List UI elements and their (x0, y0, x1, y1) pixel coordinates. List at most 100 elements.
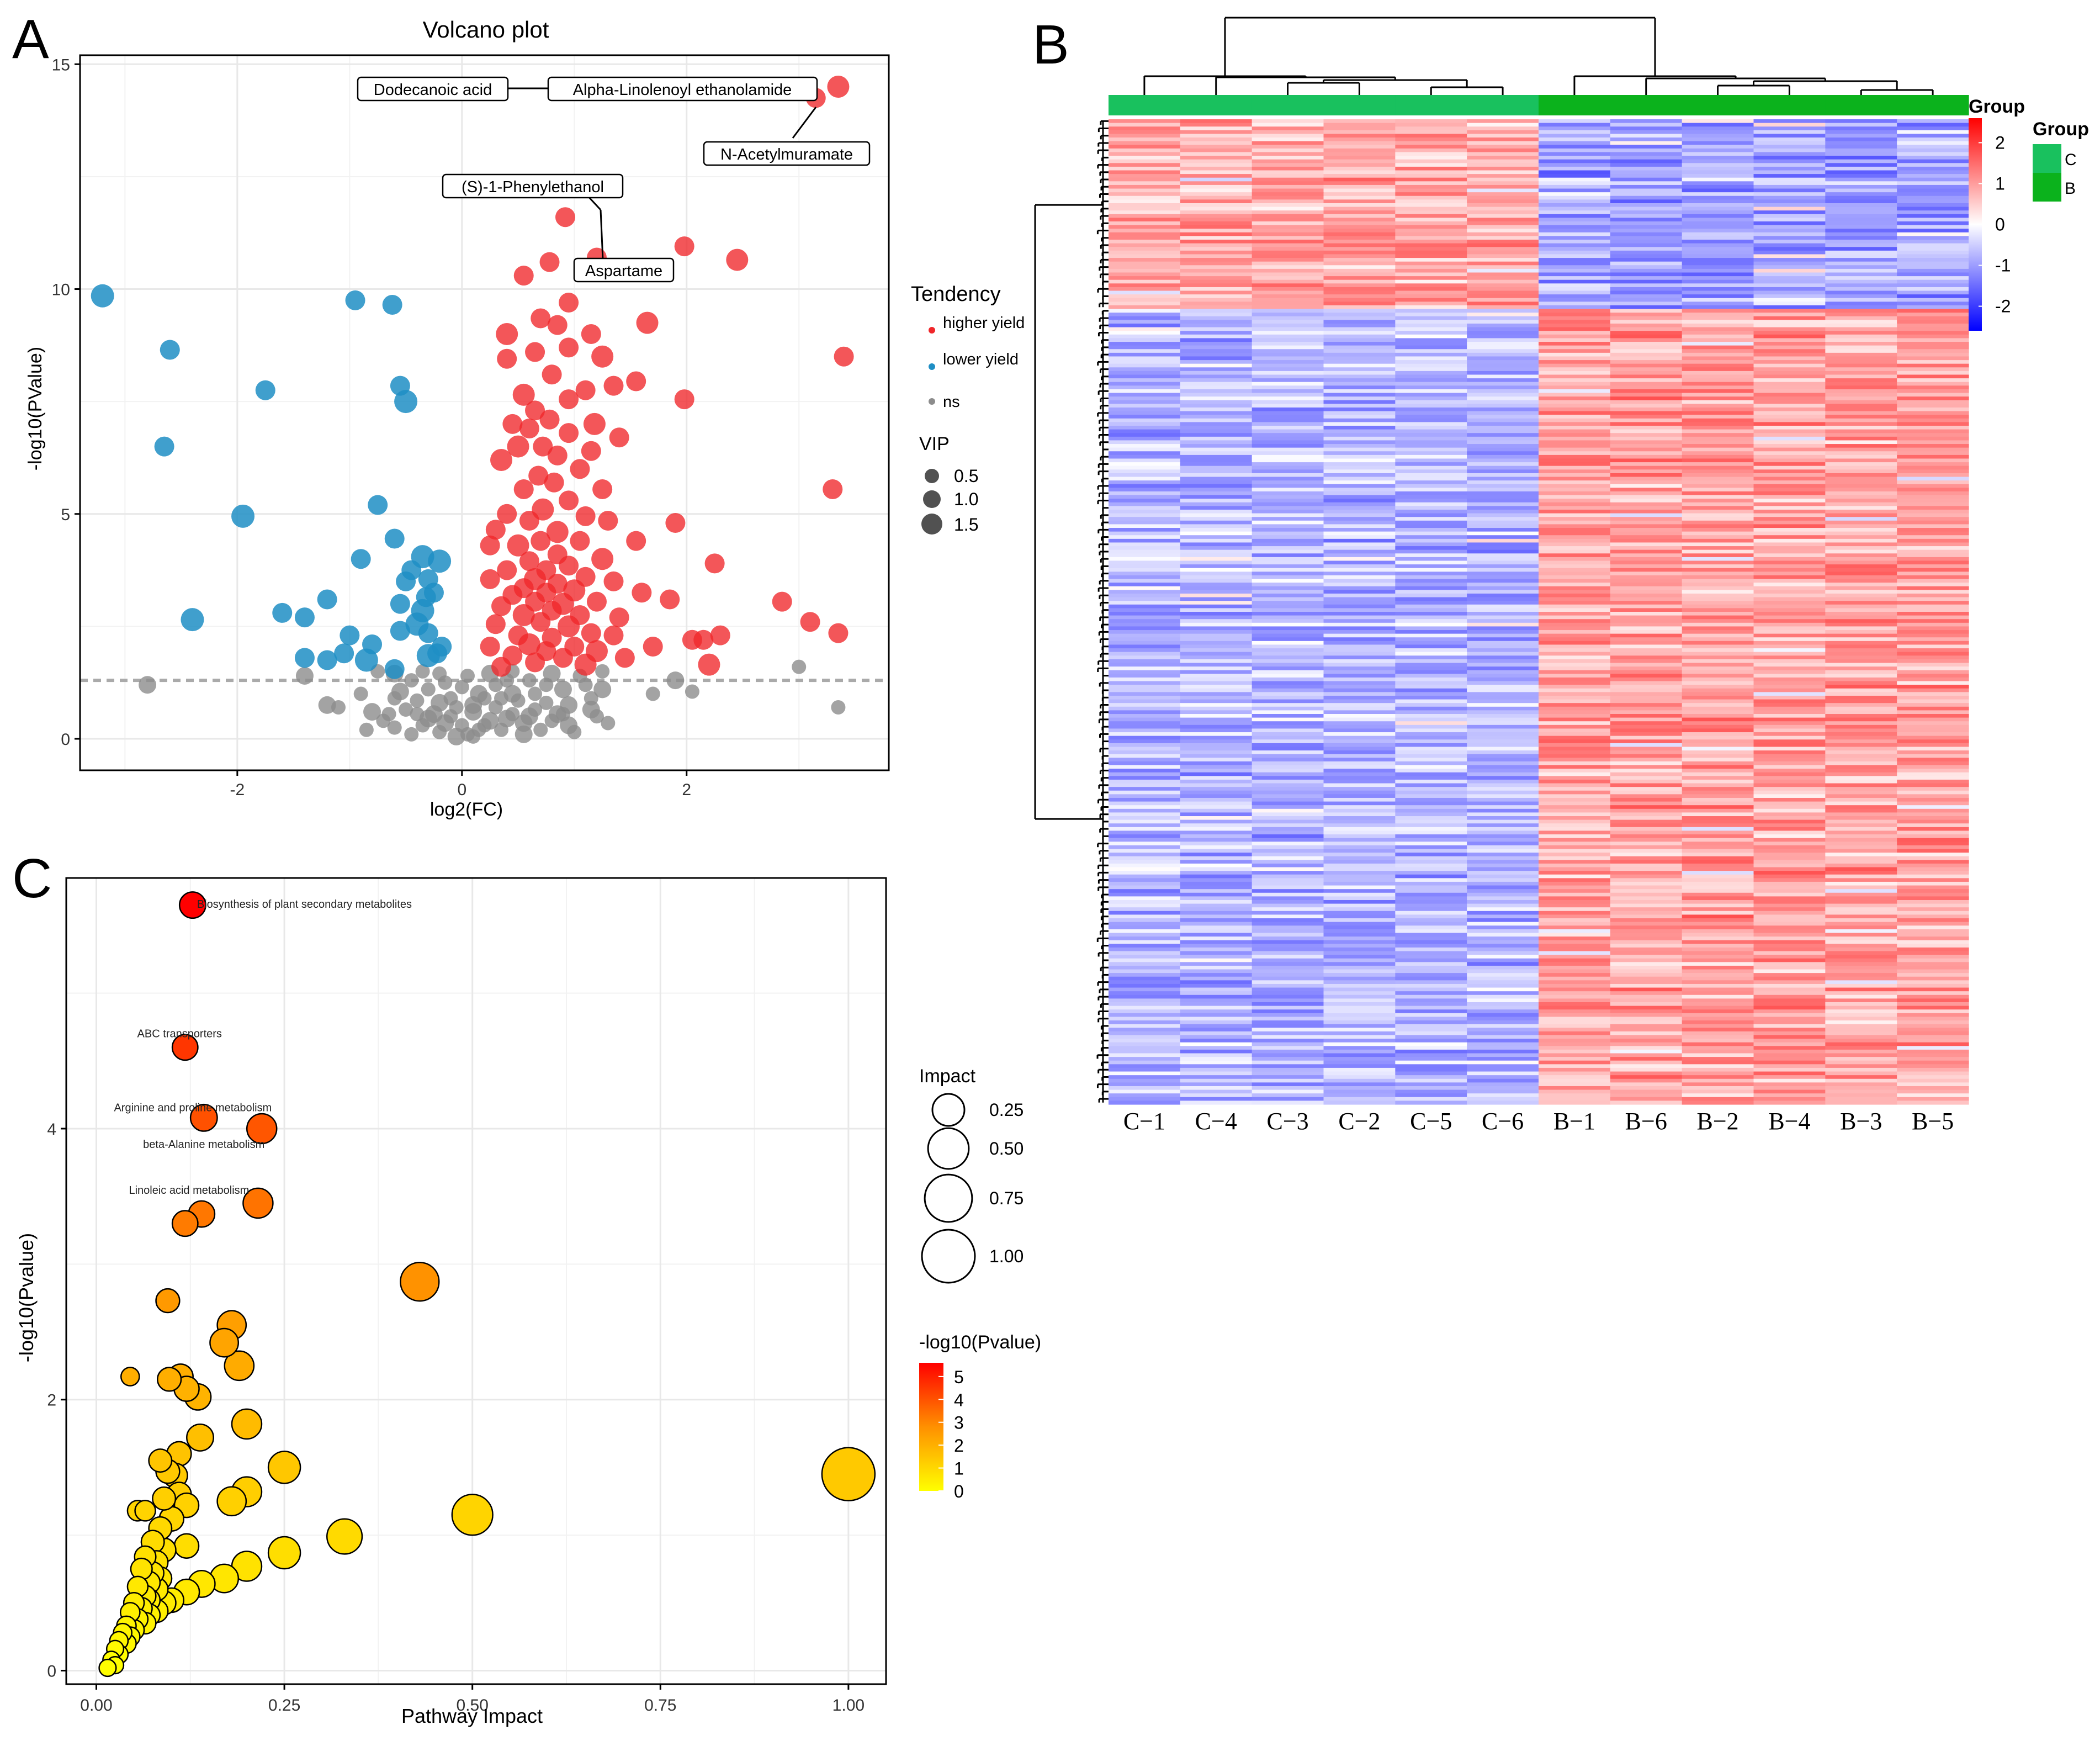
heatmap-cell (1251, 170, 1324, 174)
heatmap-cell (1539, 758, 1611, 762)
heatmap-cell (1753, 218, 1826, 222)
heatmap-cell (1610, 1086, 1683, 1091)
heatmap-cell (1682, 1089, 1754, 1094)
heatmap-cell (1682, 287, 1754, 292)
heatmap-cell (1467, 969, 1539, 973)
heatmap-cell (1753, 1049, 1826, 1054)
column-label: C−6 (1482, 1108, 1524, 1135)
heatmap-cell (1467, 203, 1539, 208)
heatmap-cell (1610, 156, 1683, 160)
heatmap-cell (1825, 174, 1897, 178)
heatmap-cell (1539, 564, 1611, 569)
heatmap-cell (1395, 973, 1467, 977)
heatmap-cell (1109, 422, 1181, 426)
heatmap-cell (1825, 732, 1897, 737)
label-box (573, 257, 675, 283)
heatmap-cell (1610, 677, 1683, 682)
heatmap-cell (1251, 601, 1324, 605)
heatmap-cell (1109, 229, 1181, 233)
heatmap-cell (1395, 765, 1467, 769)
heatmap-cell (1467, 797, 1539, 802)
heatmap-cell (1109, 787, 1181, 791)
heatmap-cell (1180, 411, 1253, 415)
heatmap-cell (1251, 947, 1324, 952)
heatmap-cell (1825, 360, 1897, 364)
heatmap-cell (1395, 758, 1467, 762)
heatmap-cell (1897, 407, 1969, 412)
heatmap-cell (1180, 583, 1253, 587)
heatmap-cell (1323, 433, 1396, 437)
heatmap-cell (1395, 166, 1467, 171)
heatmap-cell (1539, 937, 1611, 941)
heatmap-cell (1467, 1060, 1539, 1065)
heatmap-cell (1610, 268, 1683, 273)
heatmap-cell (1825, 980, 1897, 985)
heatmap-cell (1897, 1031, 1969, 1036)
heatmap-cell (1539, 549, 1611, 554)
heatmap-cell (1610, 644, 1683, 649)
heatmap-cell (1395, 805, 1467, 809)
heatmap-cell (1753, 444, 1826, 448)
heatmap-cell (1610, 1057, 1683, 1061)
heatmap-cell (1180, 987, 1253, 992)
heatmap-cell (1323, 247, 1396, 251)
heatmap-cell (1467, 163, 1539, 167)
legend-lower-dot (929, 363, 935, 370)
heatmap-cell (1682, 685, 1754, 689)
heatmap-cell (1467, 597, 1539, 601)
heatmap-cell (1251, 495, 1324, 499)
heatmap-cell (1180, 579, 1253, 583)
heatmap-cell (1753, 553, 1826, 558)
heatmap-cell (1753, 655, 1826, 660)
heatmap-cell (1251, 473, 1324, 478)
heatmap-cell (1825, 710, 1897, 715)
heatmap-cell (1897, 976, 1969, 981)
heatmap-cell (1180, 279, 1253, 284)
heatmap-cell (1825, 542, 1897, 547)
heatmap-cell (1109, 765, 1181, 769)
heatmap-cell (1682, 797, 1754, 802)
heatmap-cell (1109, 717, 1181, 722)
heatmap-cell (1753, 290, 1826, 295)
heatmap-cell (1753, 363, 1826, 368)
heatmap-cell (1539, 568, 1611, 572)
lower-yield-point (396, 571, 416, 591)
heatmap-cell (1251, 1028, 1324, 1032)
heatmap-cell (1323, 940, 1396, 944)
heatmap-cell (1251, 874, 1324, 879)
heatmap-cell (1323, 568, 1396, 572)
heatmap-cell (1109, 779, 1181, 784)
heatmap-cell (1610, 298, 1683, 302)
heatmap-cell (1323, 918, 1396, 923)
higher-yield-point (497, 504, 517, 524)
heatmap-cell (1539, 363, 1611, 368)
pathway-point (821, 1447, 876, 1501)
heatmap-cell (1467, 750, 1539, 755)
heatmap-cell (1109, 911, 1181, 916)
heatmap-cell (1539, 586, 1611, 590)
heatmap-cell (1251, 553, 1324, 558)
heatmap-cell (1610, 324, 1683, 328)
heatmap-cell (1753, 983, 1826, 988)
heatmap-cell (1897, 790, 1969, 795)
heatmap-cell (1180, 433, 1253, 437)
heatmap-cell (1682, 991, 1754, 996)
heatmap-cell (1180, 145, 1253, 149)
heatmap-cell (1467, 655, 1539, 660)
row-dendrogram (1034, 120, 1109, 1103)
heatmap-cell (1323, 706, 1396, 711)
heatmap-cell (1825, 987, 1897, 992)
heatmap-cell (1251, 152, 1324, 156)
heatmap-cell (1323, 637, 1396, 642)
heatmap-cell (1323, 922, 1396, 926)
heatmap-cell (1825, 1067, 1897, 1072)
heatmap-cell (1467, 407, 1539, 412)
heatmap-cell (1539, 801, 1611, 806)
heatmap-cell (1395, 925, 1467, 930)
heatmap-cell (1467, 411, 1539, 415)
heatmap-cell (1467, 812, 1539, 817)
heatmap-cell (1610, 542, 1683, 547)
heatmap-cell (1539, 184, 1611, 189)
heatmap-cell (1682, 655, 1754, 660)
heatmap-cell (1539, 739, 1611, 744)
